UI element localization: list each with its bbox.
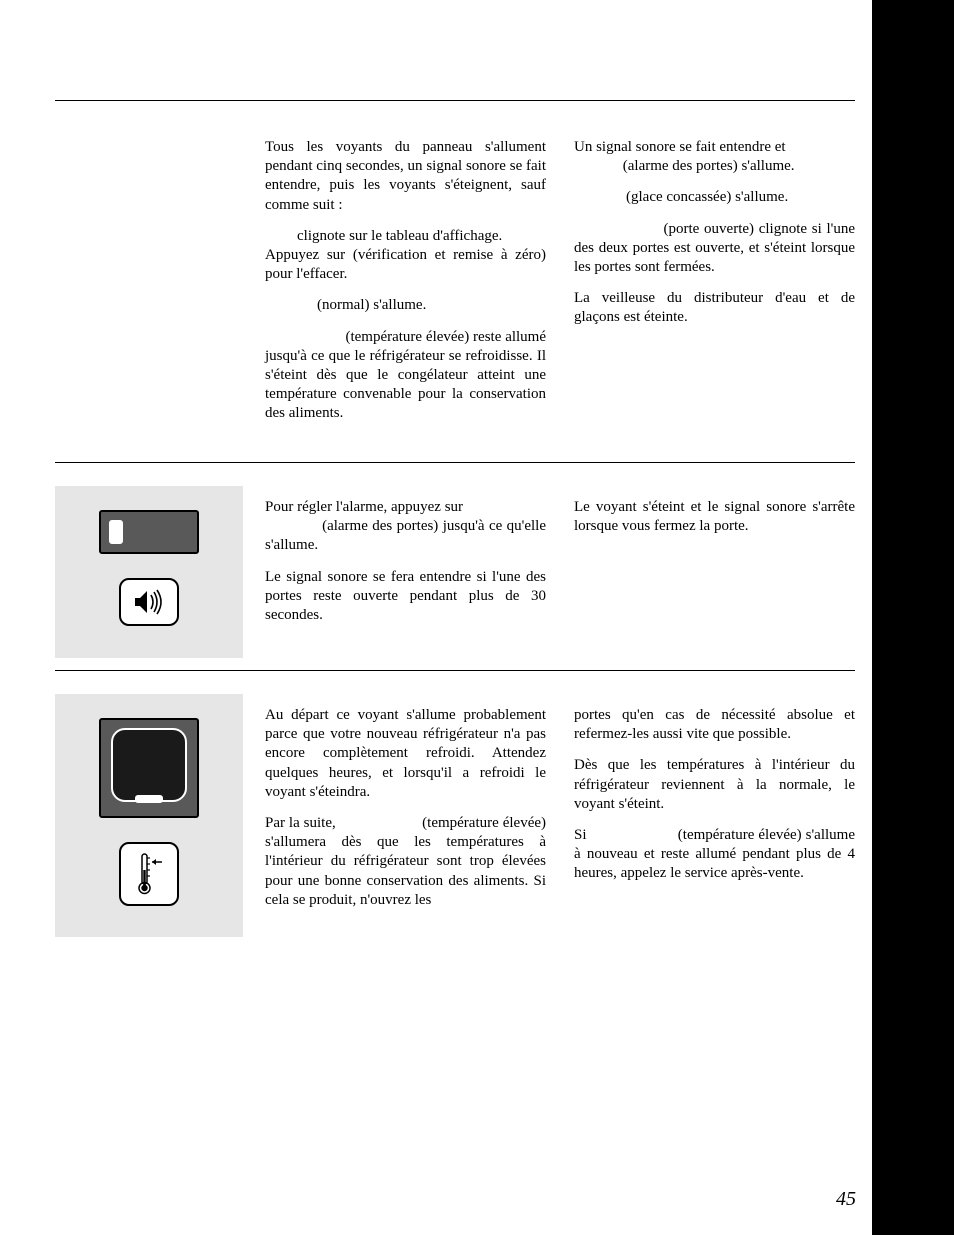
text: Pour régler l'alarme, appuyez sur (alarm…: [265, 498, 546, 556]
text: portes qu'en cas de nécessité absolue et…: [574, 706, 855, 744]
thermometer-icon: [119, 842, 179, 906]
section-initial-state: Tous les voyants du panneau s'allument p…: [55, 138, 855, 458]
text: (normal) s'allume.: [265, 296, 546, 315]
section-warm-temp: Au départ ce voyant s'allume probablemen…: [55, 706, 855, 936]
battery-icon: [99, 510, 199, 554]
side-tab-3: [874, 960, 954, 1235]
col-left: Au départ ce voyant s'allume probablemen…: [265, 706, 546, 922]
text: Un signal sonore se fait entendre et (al…: [574, 138, 855, 176]
text: clignote sur le tableau d'affichage. App…: [265, 227, 546, 285]
col-right: portes qu'en cas de nécessité absolue et…: [574, 706, 855, 922]
top-rule: [55, 100, 855, 101]
side-tab-1: [874, 0, 954, 270]
speaker-icon: [119, 578, 179, 626]
text: Si (température élevée) s'allume à nouve…: [574, 826, 855, 884]
section-door-alarm: Pour régler l'alarme, appuyez sur (alarm…: [55, 498, 855, 658]
text: Le voyant s'éteint et le signal sonore s…: [574, 498, 855, 536]
text: Au départ ce voyant s'allume probablemen…: [265, 706, 546, 802]
page-number: 45: [836, 1188, 856, 1211]
text: (température élevée) reste allumé jusqu'…: [265, 328, 546, 424]
rule-2: [55, 670, 855, 671]
text: (glace concassée) s'allume.: [574, 188, 855, 207]
text: Dès que les températures à l'intérieur d…: [574, 756, 855, 814]
pad-icon: [99, 718, 199, 818]
text: Le signal sonore se fera entendre si l'u…: [265, 568, 546, 626]
col-left: Pour régler l'alarme, appuyez sur (alarm…: [265, 498, 546, 637]
col-right: Le voyant s'éteint et le signal sonore s…: [574, 498, 855, 637]
side-tab-2: [874, 270, 954, 960]
page: Tous les voyants du panneau s'allument p…: [0, 0, 954, 1235]
text: (porte ouverte) clignote si l'une des de…: [574, 220, 855, 278]
col-left: Tous les voyants du panneau s'allument p…: [265, 138, 546, 435]
text: La veilleuse du distributeur d'eau et de…: [574, 289, 855, 327]
text: Par la suite, (température élevée) s'all…: [265, 814, 546, 910]
col-right: Un signal sonore se fait entendre et (al…: [574, 138, 855, 435]
text: Tous les voyants du panneau s'allument p…: [265, 138, 546, 215]
rule-1: [55, 462, 855, 463]
